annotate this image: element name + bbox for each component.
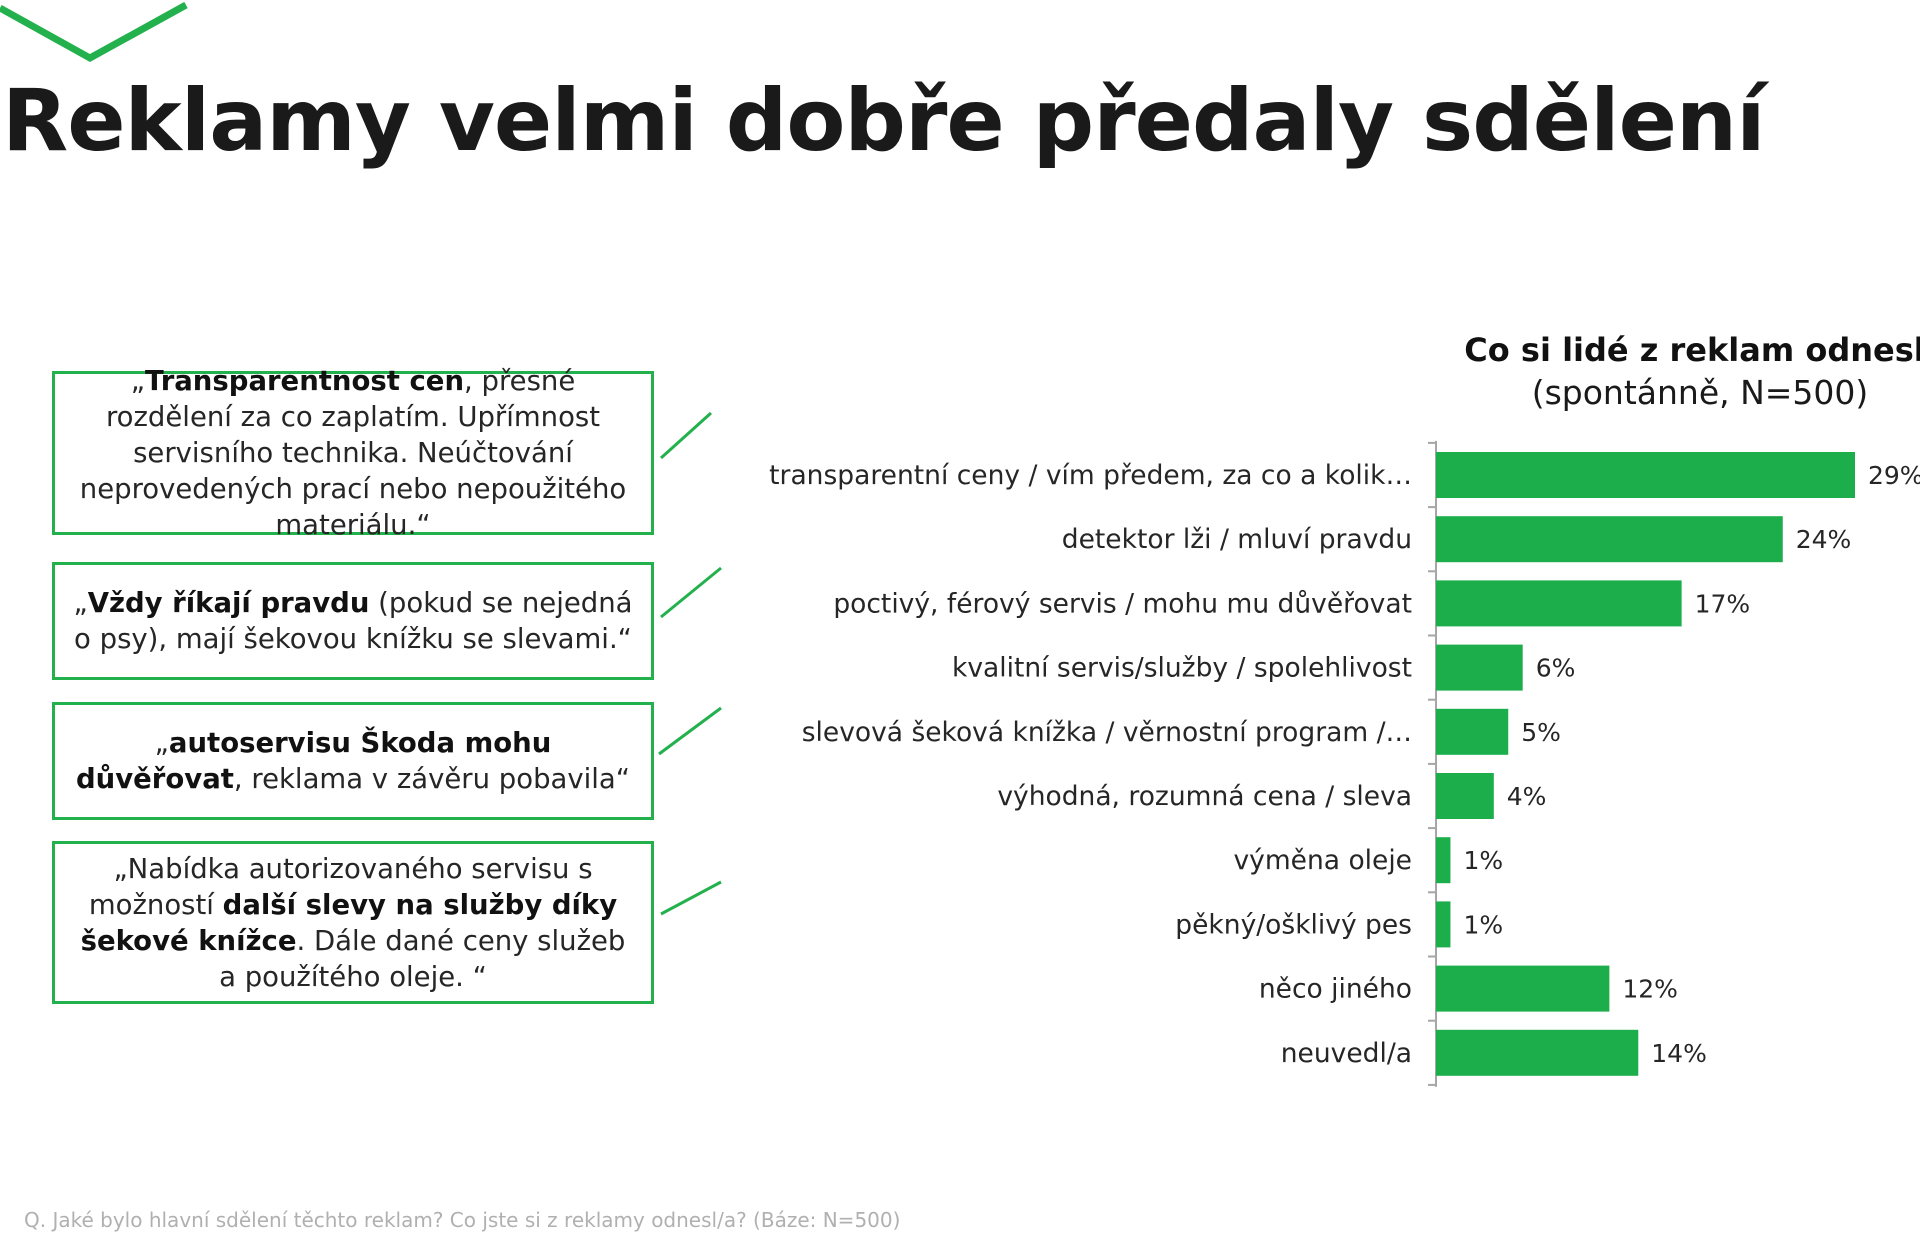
bar [1436,1029,1639,1076]
data-label: 5% [1521,718,1561,747]
data-label: 29% [1868,461,1920,490]
page-title: Reklamy velmi dobře předaly sdělení [2,71,1766,171]
bar [1436,901,1451,948]
quote-fragment: . Dále dané ceny služeb a použítého olej… [219,924,626,993]
category-label: výhodná, rozumná cena / sleva [997,781,1412,812]
bar [1436,965,1610,1012]
category-label: neuvedl/a [1281,1038,1412,1069]
logo-checkmark [0,1,188,63]
data-label: 24% [1796,525,1852,554]
category-label: detektor lži / mluví pravdu [1062,524,1412,555]
quote-text: „Transparentnost cen, přesné rozdělení z… [69,363,637,543]
bar [1436,837,1451,884]
category-label: transparentní ceny / vím předem, za co a… [769,460,1412,491]
bar [1436,516,1783,563]
quote-text: „Vždy říkají pravdu (pokud se nejedná o … [69,585,637,657]
data-label: 4% [1507,782,1547,811]
quote-fragment: „ [130,365,145,397]
quote-fragment: „ [154,727,169,759]
bar [1436,452,1855,498]
category-label: pěkný/ošklivý pes [1175,909,1412,940]
category-label: poctivý, férový servis / mohu mu důvěřov… [833,588,1412,619]
connector-line [658,706,722,756]
category-label: něco jiného [1259,974,1412,1005]
quote-connectors [658,411,722,916]
connector-line [660,880,722,916]
bar [1436,580,1682,627]
quote-fragment: (pokud se nejedná o psy), mají šekovou k… [74,587,633,655]
quote-fragment: „Nabídka autorizovaného servisu s možnos… [88,852,593,921]
chart-subtitle: (spontánně, N=500) [1531,373,1869,412]
quote-fragment: „ [73,587,88,619]
bar [1436,644,1523,691]
quote-box: „Vždy říkají pravdu (pokud se nejedná o … [52,562,654,680]
data-label: 6% [1536,654,1576,683]
data-label: 1% [1463,846,1503,875]
data-label: 1% [1463,910,1503,939]
quote-text: „autoservisu Škoda mohu důvěřovat, rekla… [69,725,637,797]
connector-line [660,566,722,619]
data-label: 17% [1695,589,1751,618]
category-label: kvalitní servis/služby / spolehlivost [952,653,1412,684]
quote-emphasis: autoservisu Škoda mohu důvěřovat [75,727,552,795]
bar [1436,773,1494,819]
quote-emphasis: další slevy na služby díky šekové knížce [80,888,618,957]
data-label: 14% [1651,1039,1707,1068]
connector-line [659,411,713,460]
quote-text: „Nabídka autorizovaného servisu s možnos… [69,851,637,995]
quote-fragment: , přesné rozdělení za co zaplatím. Upřím… [79,365,627,541]
category-label: výměna oleje [1234,845,1413,876]
bar [1436,708,1509,755]
category-label: slevová šeková knížka / věrnostní progra… [802,717,1412,748]
quote-fragment: , reklama v závěru pobavila“ [233,763,631,795]
quote-box: „Nabídka autorizovaného servisu s možnos… [52,841,654,1004]
quote-box: „autoservisu Škoda mohu důvěřovat, rekla… [52,702,654,820]
data-label: 12% [1622,975,1678,1004]
quote-emphasis: Transparentnost cen [144,365,465,397]
chart-title: Co si lidé z reklam odnesli [1464,331,1920,369]
quote-emphasis: Vždy říkají pravdu [87,587,370,619]
footnote: Q. Jaké bylo hlavní sdělení těchto rekla… [24,1208,901,1232]
quote-box: „Transparentnost cen, přesné rozdělení z… [52,365,654,541]
